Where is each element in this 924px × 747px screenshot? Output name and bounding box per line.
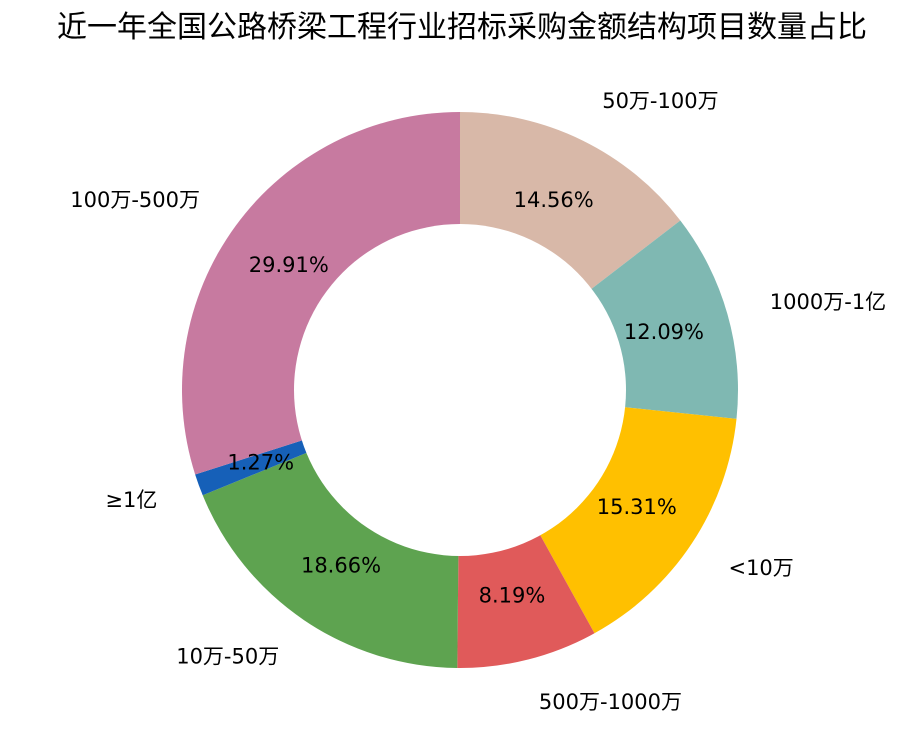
slice-category-label: 500万-1000万 bbox=[539, 690, 682, 714]
percentage-label: 18.66% bbox=[301, 553, 381, 577]
slice-category-label: <10万 bbox=[728, 556, 793, 580]
donut-hole bbox=[294, 224, 626, 556]
slice-category-label: 100万-500万 bbox=[70, 188, 200, 212]
percentage-label: 1.27% bbox=[227, 450, 294, 474]
slice-category-label: ≥1亿 bbox=[105, 488, 157, 512]
percentage-label: 8.19% bbox=[479, 584, 546, 608]
chart-title: 近一年全国公路桥梁工程行业招标采购金额结构项目数量占比 bbox=[57, 10, 867, 45]
percentage-label: 12.09% bbox=[624, 320, 704, 344]
percentage-label: 14.56% bbox=[514, 188, 594, 212]
category-labels: 50万-100万 1000万-1亿 <10万 500万-1000万 10万-50万 ≥1亿… bbox=[70, 89, 886, 714]
slice-category-label: 10万-50万 bbox=[176, 644, 279, 668]
slice-category-label: 50万-100万 bbox=[602, 89, 718, 113]
percentage-labels: 14.56% 12.09% 15.31% 8.19% 18.66% 1.27% 29.91% bbox=[227, 188, 704, 608]
percentage-label: 29.91% bbox=[249, 253, 329, 277]
slice-category-label: 1000万-1亿 bbox=[770, 290, 886, 314]
percentage-label: 15.31% bbox=[597, 495, 677, 519]
